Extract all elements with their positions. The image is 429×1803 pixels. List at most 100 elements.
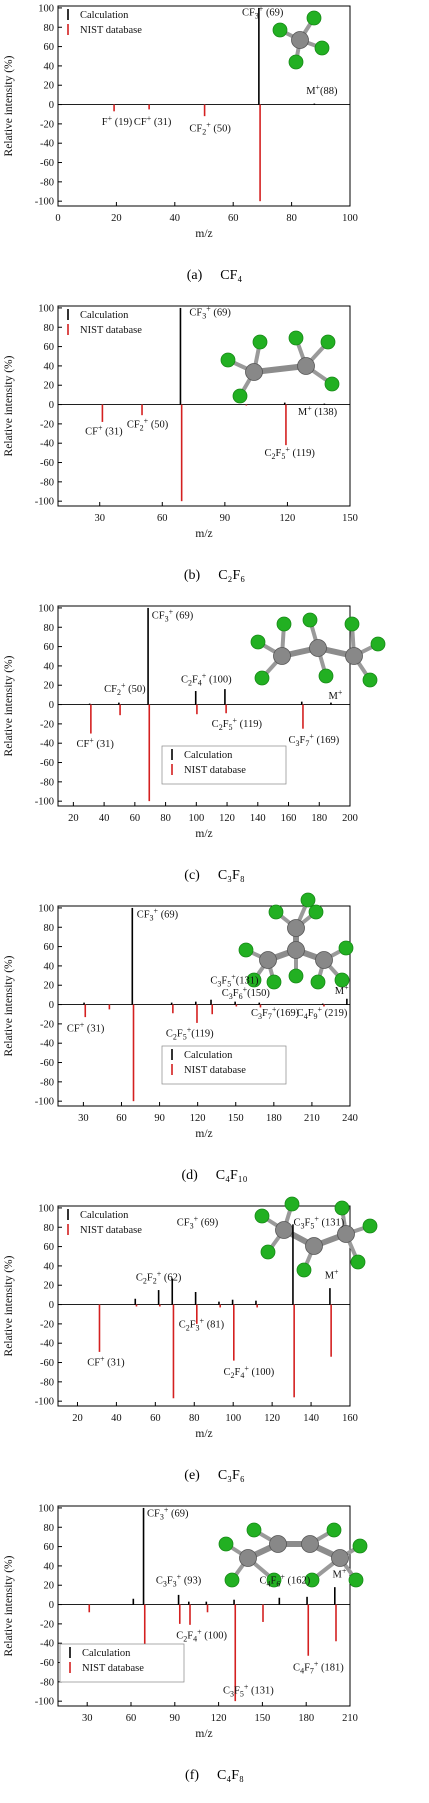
- fluorine-atom: [302, 612, 318, 628]
- carbon-atom: [287, 919, 305, 937]
- y-tick-label: 20: [44, 681, 55, 692]
- x-tick-label: 240: [342, 1113, 358, 1124]
- fluorine-atom: [272, 22, 288, 38]
- x-tick-label: 60: [116, 1113, 127, 1124]
- molecule-model: [272, 10, 330, 70]
- carbon-atom: [291, 31, 309, 49]
- y-tick-label: 100: [38, 1503, 54, 1514]
- y-tick-label: 80: [44, 923, 55, 934]
- x-axis-label: m/z: [195, 1128, 212, 1140]
- fluorine-atom: [224, 1572, 240, 1588]
- x-axis-label: m/z: [195, 228, 212, 240]
- molecule-model: [250, 612, 386, 688]
- y-tick-label: 40: [44, 361, 55, 372]
- peak-annotation: C3F5+ (131): [294, 1214, 345, 1230]
- fluorine-atom: [324, 376, 340, 392]
- x-tick-label: 200: [342, 813, 358, 824]
- carbon-atom: [269, 1535, 287, 1553]
- x-tick-label: 140: [303, 1413, 319, 1424]
- spectrum-panel: -100 -80 -60 -40 -20 0 20 40 60 80 100 20 40 60 80 100 1…: [0, 600, 429, 900]
- peak-annotation: C4F9+ (219): [297, 1005, 348, 1021]
- y-tick-label: 40: [44, 1261, 55, 1272]
- x-tick-label: 150: [255, 1713, 271, 1724]
- peak-annotation: F+ (19): [102, 114, 133, 128]
- peak-annotation: CF2+ (50): [127, 417, 169, 433]
- y-tick-label: -40: [40, 739, 54, 750]
- fluorine-atom: [304, 1572, 320, 1588]
- fluorine-atom: [326, 1522, 342, 1538]
- fluorine-atom: [352, 1538, 368, 1554]
- peak-annotation: CF+ (31): [87, 1354, 125, 1368]
- spectrum-panel: -100 -80 -60 -40 -20 0 20 40 60 80 100 0 20 40 60 80 100…: [0, 0, 429, 300]
- y-tick-label: -80: [40, 1077, 54, 1088]
- caption-letter: (e): [184, 1468, 200, 1483]
- peak-annotation: C3F7+ (169): [289, 732, 340, 748]
- peak-annotation: C2F5+ (119): [212, 716, 263, 732]
- plot-frame: [57, 1505, 351, 1707]
- peak-annotation: CF3+ (69): [147, 1506, 189, 1522]
- caption-letter: (c): [184, 868, 200, 883]
- y-tick-label: -80: [40, 777, 54, 788]
- y-tick-label: -20: [40, 119, 54, 130]
- peak-annotation: C2F5+(119): [166, 1025, 214, 1041]
- x-tick-label: 120: [211, 1713, 227, 1724]
- panel-caption: (e) C₃F₆: [0, 1468, 429, 1490]
- spectrum-panel: -100 -80 -60 -40 -20 0 20 40 60 80 100 20 40 60 80 100 1…: [0, 1196, 429, 1500]
- caption-letter: (d): [181, 1168, 198, 1183]
- fluorine-atom: [284, 1196, 300, 1212]
- x-tick-label: 40: [99, 813, 110, 824]
- x-tick-label: 160: [342, 1413, 358, 1424]
- carbon-atom: [337, 1225, 355, 1243]
- panel-caption: (f) C₄F₈: [0, 1768, 429, 1790]
- x-tick-label: 100: [225, 1413, 241, 1424]
- peak-annotation: CF+ (31): [76, 736, 114, 750]
- fluorine-atom: [218, 1536, 234, 1552]
- y-axis-label: Relative intensity (%): [3, 1555, 15, 1656]
- x-tick-label: 140: [250, 813, 266, 824]
- x-tick-label: 210: [304, 1113, 320, 1124]
- y-tick-label: -80: [40, 1677, 54, 1688]
- peak-annotation: CF3+ (69): [152, 608, 194, 624]
- caption-letter: (a): [186, 268, 203, 283]
- spectrum-chart: -100 -80 -60 -40 -20 0 20 40 60 80 100 20 40 60 80 100 1…: [3, 1196, 378, 1440]
- y-tick-label: 80: [44, 623, 55, 634]
- fluorine-atom: [318, 668, 334, 684]
- y-tick-label: -40: [40, 1339, 54, 1350]
- legend-entry: Calculation: [184, 750, 233, 761]
- peak-annotation: C2F4+ (100): [181, 671, 232, 687]
- carbon-atom: [239, 1549, 257, 1567]
- fluorine-atom: [338, 940, 354, 956]
- panel-caption: (c) C₃F₈: [0, 868, 429, 890]
- y-tick-label: -20: [40, 719, 54, 730]
- y-axis-label: Relative intensity (%): [3, 955, 15, 1056]
- x-tick-label: 100: [342, 213, 358, 224]
- fluorine-atom: [348, 1572, 364, 1588]
- y-tick-label: -40: [40, 139, 54, 150]
- fluorine-atom: [266, 974, 282, 990]
- peak-annotation: CF2+ (50): [189, 121, 231, 137]
- legend-entry: Calculation: [80, 1210, 129, 1221]
- y-tick-label: 20: [44, 381, 55, 392]
- peak-annotation: M+: [328, 688, 342, 702]
- peak-annotation: C2F2+ (62): [136, 1269, 182, 1285]
- fluorine-atom: [238, 942, 254, 958]
- panel-caption: (a) CF₄: [0, 268, 429, 290]
- x-tick-label: 20: [72, 1413, 83, 1424]
- x-axis-label: m/z: [195, 1728, 212, 1740]
- fluorine-atom: [370, 636, 386, 652]
- legend-box: [161, 1045, 287, 1085]
- y-tick-label: -20: [40, 1619, 54, 1630]
- plot-frame: [57, 905, 351, 1107]
- x-tick-label: 90: [220, 513, 231, 524]
- y-tick-label: -100: [35, 797, 54, 808]
- x-tick-label: 30: [82, 1713, 93, 1724]
- y-tick-label: -100: [35, 1097, 54, 1108]
- x-tick-label: 100: [188, 813, 204, 824]
- y-tick-label: -60: [40, 1658, 54, 1669]
- y-tick-label: 0: [49, 100, 54, 111]
- legend-entry: NIST database: [80, 25, 142, 36]
- peak-annotation: M+: [332, 1566, 346, 1580]
- carbon-atom: [245, 363, 263, 381]
- plot-frame: [57, 605, 351, 807]
- x-tick-label: 180: [266, 1113, 282, 1124]
